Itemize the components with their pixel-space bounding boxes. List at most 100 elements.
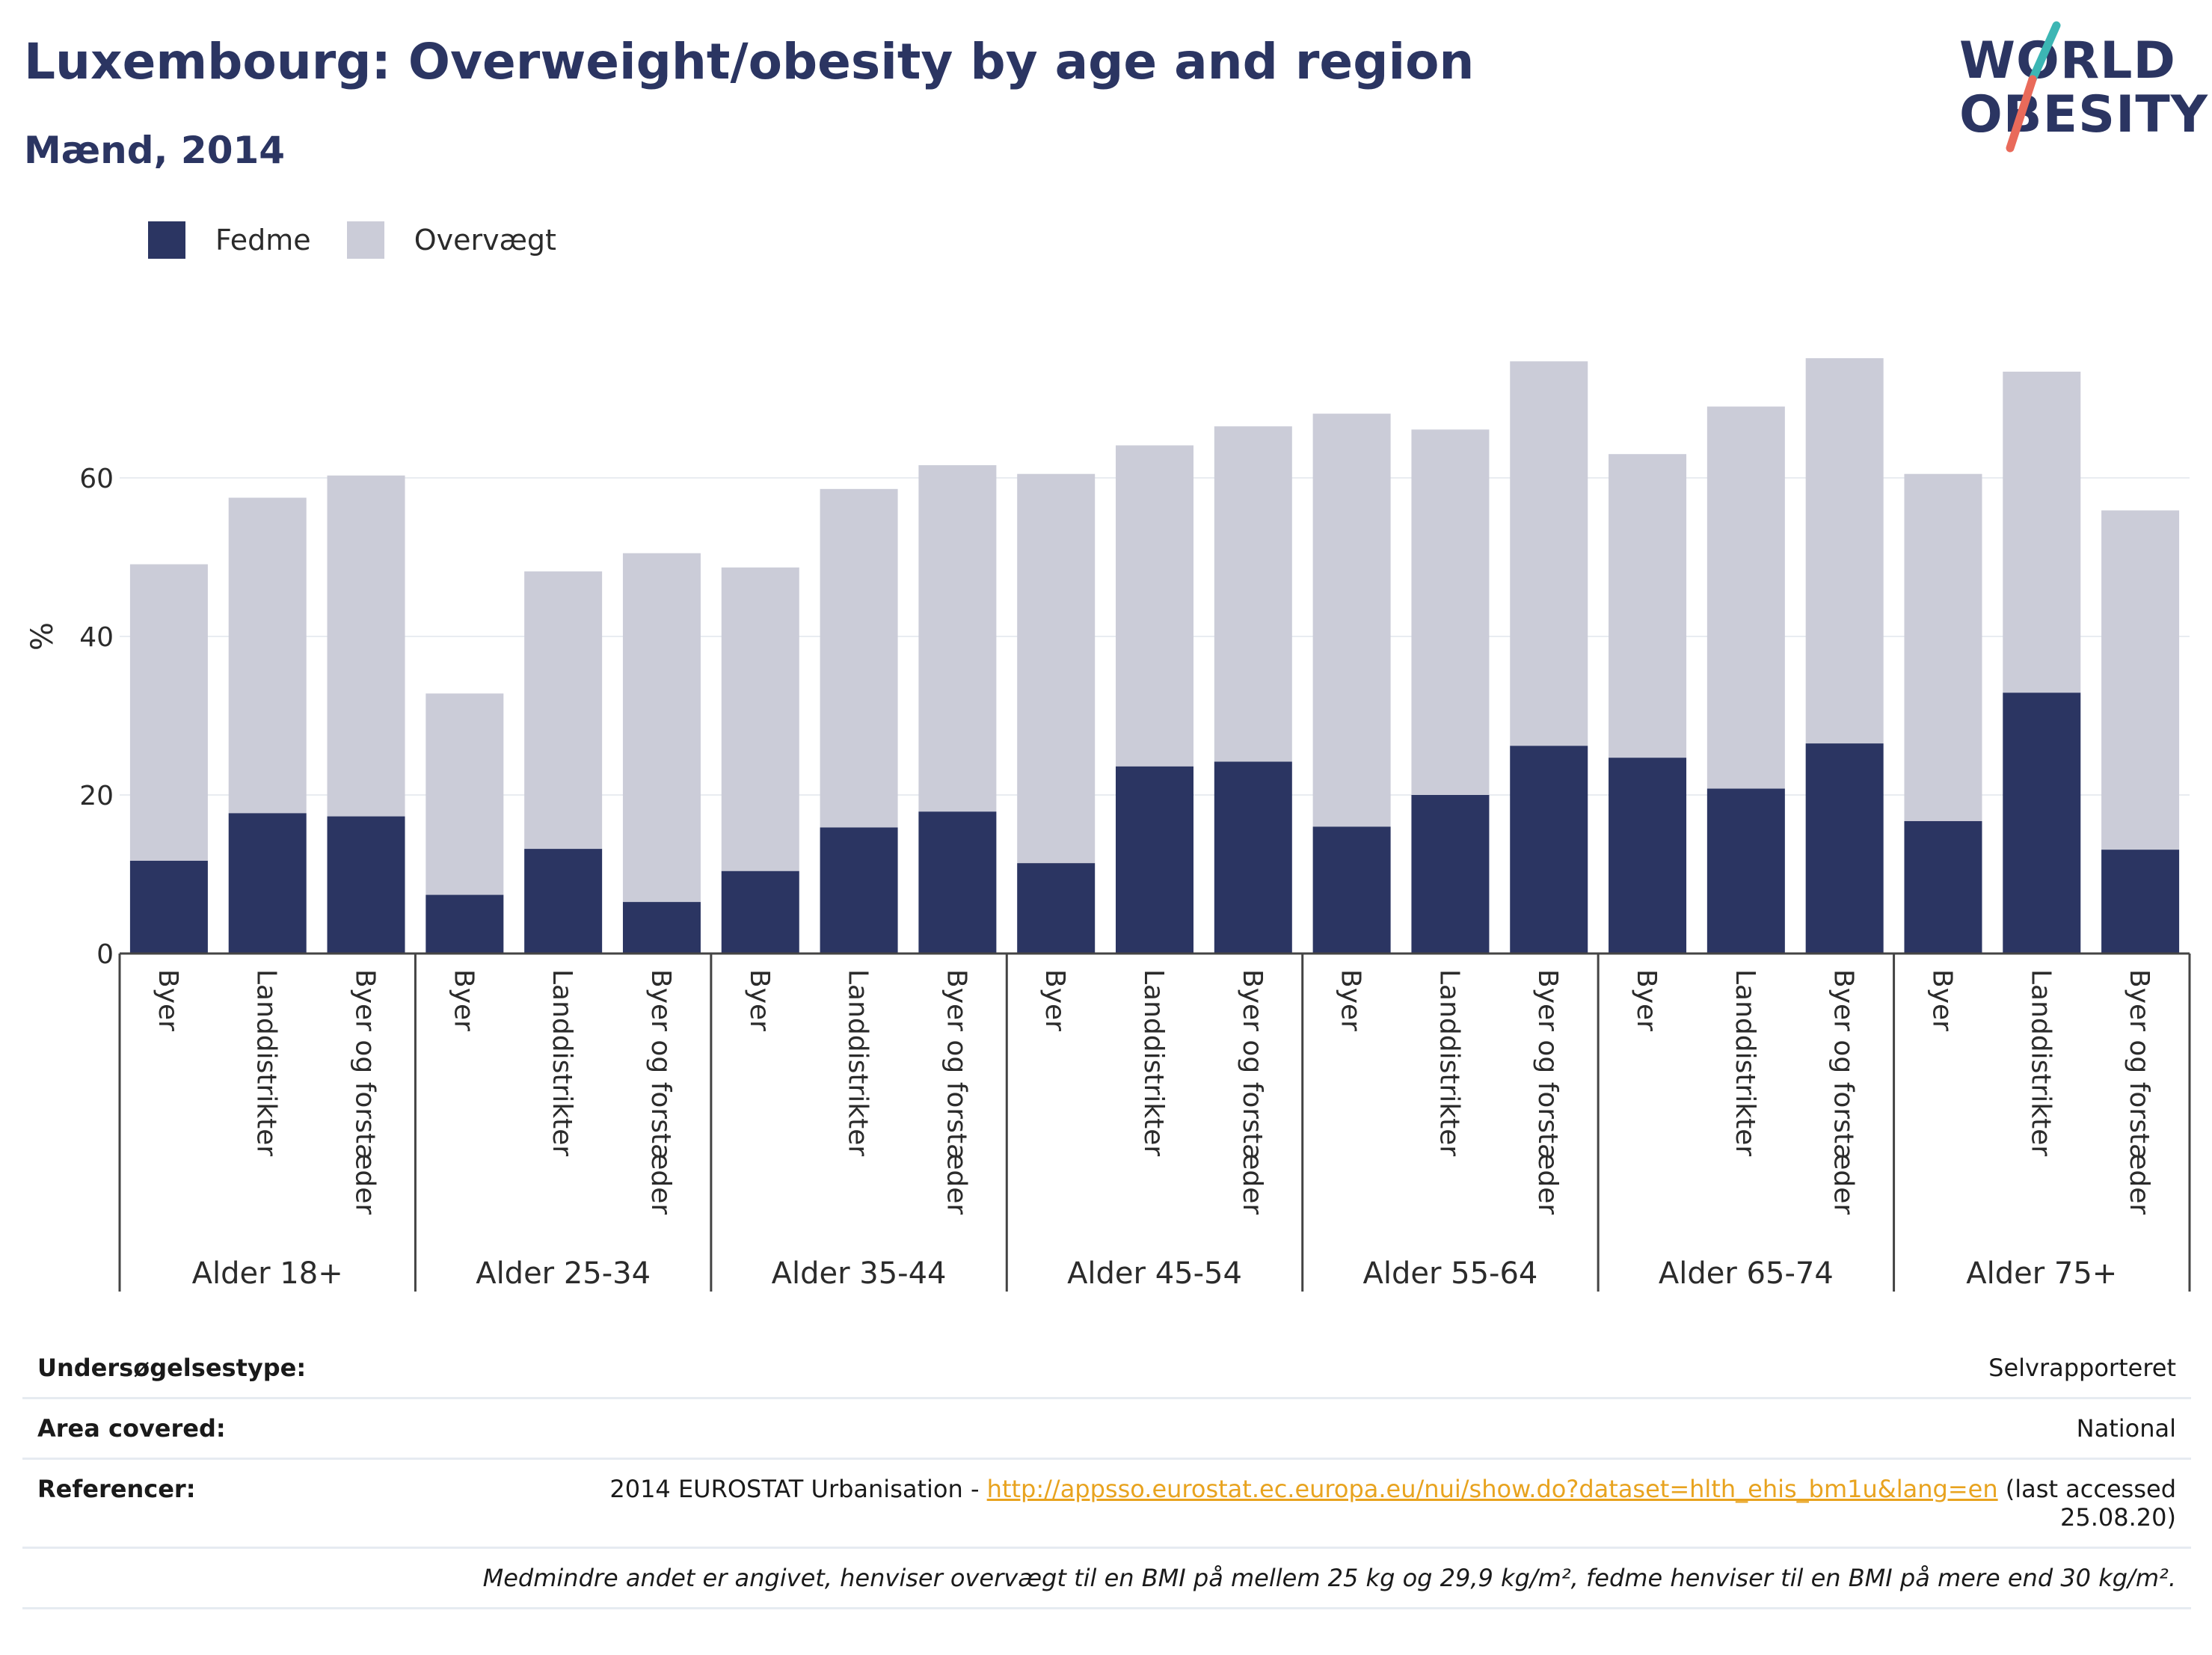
- info-row-survey-type: Undersøgelsestype: Selvrapporteret: [22, 1339, 2191, 1399]
- x-tick-label: Byer og forstæder: [2124, 969, 2154, 1215]
- group-label: Alder 55-64: [1362, 1256, 1537, 1291]
- bar-overvaegt: [228, 497, 307, 814]
- bar-fedme: [1609, 758, 1687, 954]
- legend-item-fedme[interactable]: Fedme: [148, 221, 311, 259]
- bar-overvaegt: [1214, 426, 1292, 762]
- bar-overvaegt: [129, 564, 208, 861]
- bar-overvaegt: [2003, 371, 2081, 693]
- x-tick-label: Byer og forstæder: [350, 969, 381, 1215]
- x-tick-label: Landdistrikter: [843, 969, 873, 1156]
- group-label: Alder 35-44: [772, 1256, 947, 1291]
- x-tick-label: Landdistrikter: [547, 969, 577, 1156]
- y-tick-label: 20: [79, 781, 114, 811]
- bar-overvaegt: [1805, 357, 1884, 744]
- bar-fedme: [327, 816, 405, 954]
- bar-overvaegt: [820, 488, 898, 828]
- info-row-area: Area covered: National: [22, 1398, 2191, 1460]
- group-label: Alder 18+: [192, 1256, 343, 1291]
- bar-overvaegt: [2101, 510, 2180, 850]
- bar-overvaegt: [1411, 429, 1490, 795]
- references-prefix: 2014 EUROSTAT Urbanisation -: [609, 1475, 987, 1503]
- legend-swatch-fedme: [148, 221, 185, 259]
- bar-overvaegt: [622, 553, 701, 903]
- bar-overvaegt: [1017, 473, 1096, 864]
- x-tick-label: Landdistrikter: [251, 969, 282, 1156]
- bar-fedme: [1904, 820, 1982, 954]
- bmi-note: Medmindre andet er angivet, henviser ove…: [22, 1547, 2191, 1609]
- bar-overvaegt: [1510, 361, 1588, 746]
- bar-fedme: [1805, 743, 1884, 954]
- area-value: National: [501, 1398, 2191, 1460]
- page-title: Luxembourg: Overweight/obesity by age an…: [24, 33, 1475, 90]
- references-label: Referencer:: [22, 1458, 501, 1549]
- x-tick-label: Byer: [1926, 969, 1957, 1031]
- group-label: Alder 65-74: [1659, 1256, 1834, 1291]
- bar-fedme: [820, 827, 898, 954]
- bar-fedme: [1411, 795, 1490, 954]
- bar-fedme: [1312, 826, 1391, 954]
- bar-overvaegt: [918, 465, 997, 812]
- bar-fedme: [2003, 693, 2081, 954]
- x-tick-label: Landdistrikter: [1434, 969, 1464, 1156]
- bar-overvaegt: [327, 475, 405, 817]
- bar-fedme: [2101, 850, 2180, 954]
- survey-type-label: Undersøgelsestype:: [22, 1339, 501, 1399]
- x-tick-label: Byer: [1336, 969, 1366, 1031]
- y-tick-label: 0: [96, 939, 114, 970]
- x-tick-label: Landdistrikter: [1730, 969, 1760, 1156]
- world-obesity-logo: WORLD OBESITY: [1944, 21, 2208, 156]
- references-date: 25.08.20): [2060, 1503, 2176, 1532]
- bar-fedme: [721, 871, 799, 954]
- x-tick-label: Byer og forstæder: [1828, 969, 1859, 1215]
- y-axis-label: %: [25, 622, 60, 651]
- logo-slash-icon: [2006, 21, 2061, 153]
- info-row-note: Medmindre andet er angivet, henviser ove…: [22, 1547, 2191, 1609]
- bar-fedme: [524, 849, 603, 954]
- references-suffix: (last accessed: [1997, 1475, 2176, 1503]
- y-tick-label: 60: [79, 464, 114, 494]
- logo-line2: OBESITY: [1959, 85, 2208, 144]
- x-tick-label: Byer: [1631, 969, 1662, 1031]
- bar-overvaegt: [1609, 454, 1687, 758]
- area-label: Area covered:: [22, 1398, 501, 1460]
- legend-item-overvaegt[interactable]: Overvægt: [346, 221, 556, 259]
- legend-label-fedme: Fedme: [215, 224, 311, 257]
- bar-overvaegt: [1706, 406, 1785, 789]
- survey-type-value: Selvrapporteret: [501, 1339, 2191, 1399]
- y-tick-label: 40: [79, 622, 114, 653]
- bar-overvaegt: [1312, 414, 1391, 827]
- x-tick-label: Byer: [744, 969, 775, 1031]
- bar-fedme: [1706, 788, 1785, 954]
- bar-fedme: [1214, 761, 1292, 954]
- x-tick-label: Byer og forstæder: [645, 969, 676, 1215]
- group-label: Alder 25-34: [476, 1256, 651, 1291]
- bar-fedme: [228, 813, 307, 954]
- bar-fedme: [1017, 863, 1096, 954]
- group-label: Alder 75+: [1966, 1256, 2117, 1291]
- logo-line1: WORLD: [1959, 31, 2176, 90]
- info-row-references: Referencer: 2014 EUROSTAT Urbanisation -…: [22, 1458, 2191, 1549]
- bar-overvaegt: [524, 571, 603, 850]
- bar-fedme: [425, 894, 504, 954]
- info-table: Undersøgelsestype: Selvrapporteret Area …: [22, 1339, 2191, 1609]
- chart-legend: Fedme Overvægt: [148, 221, 592, 259]
- bar-overvaegt: [1904, 473, 1982, 821]
- x-tick-label: Byer: [153, 969, 183, 1031]
- references-value: 2014 EUROSTAT Urbanisation - http://apps…: [501, 1458, 2191, 1549]
- x-tick-label: Byer: [448, 969, 479, 1031]
- bar-fedme: [622, 902, 701, 954]
- x-tick-label: Byer og forstæder: [1237, 969, 1268, 1215]
- bar-overvaegt: [721, 567, 799, 871]
- bar-fedme: [1116, 766, 1193, 954]
- x-tick-label: Landdistrikter: [2025, 969, 2056, 1156]
- bar-chart: 0 20 40 60% Byer Landdistrikter Byer og forstæ…: [25, 357, 2191, 1292]
- bar-overvaegt: [425, 693, 504, 895]
- x-tick-label: Byer: [1039, 969, 1070, 1031]
- x-tick-label: Byer og forstæder: [941, 969, 971, 1215]
- group-label: Alder 45-54: [1067, 1256, 1242, 1291]
- legend-swatch-overvaegt: [346, 221, 384, 259]
- references-link[interactable]: http://appsso.eurostat.ec.europa.eu/nui/…: [986, 1475, 1998, 1503]
- bar-fedme: [918, 811, 997, 954]
- legend-label-overvaegt: Overvægt: [414, 224, 556, 257]
- bar-fedme: [1510, 746, 1588, 954]
